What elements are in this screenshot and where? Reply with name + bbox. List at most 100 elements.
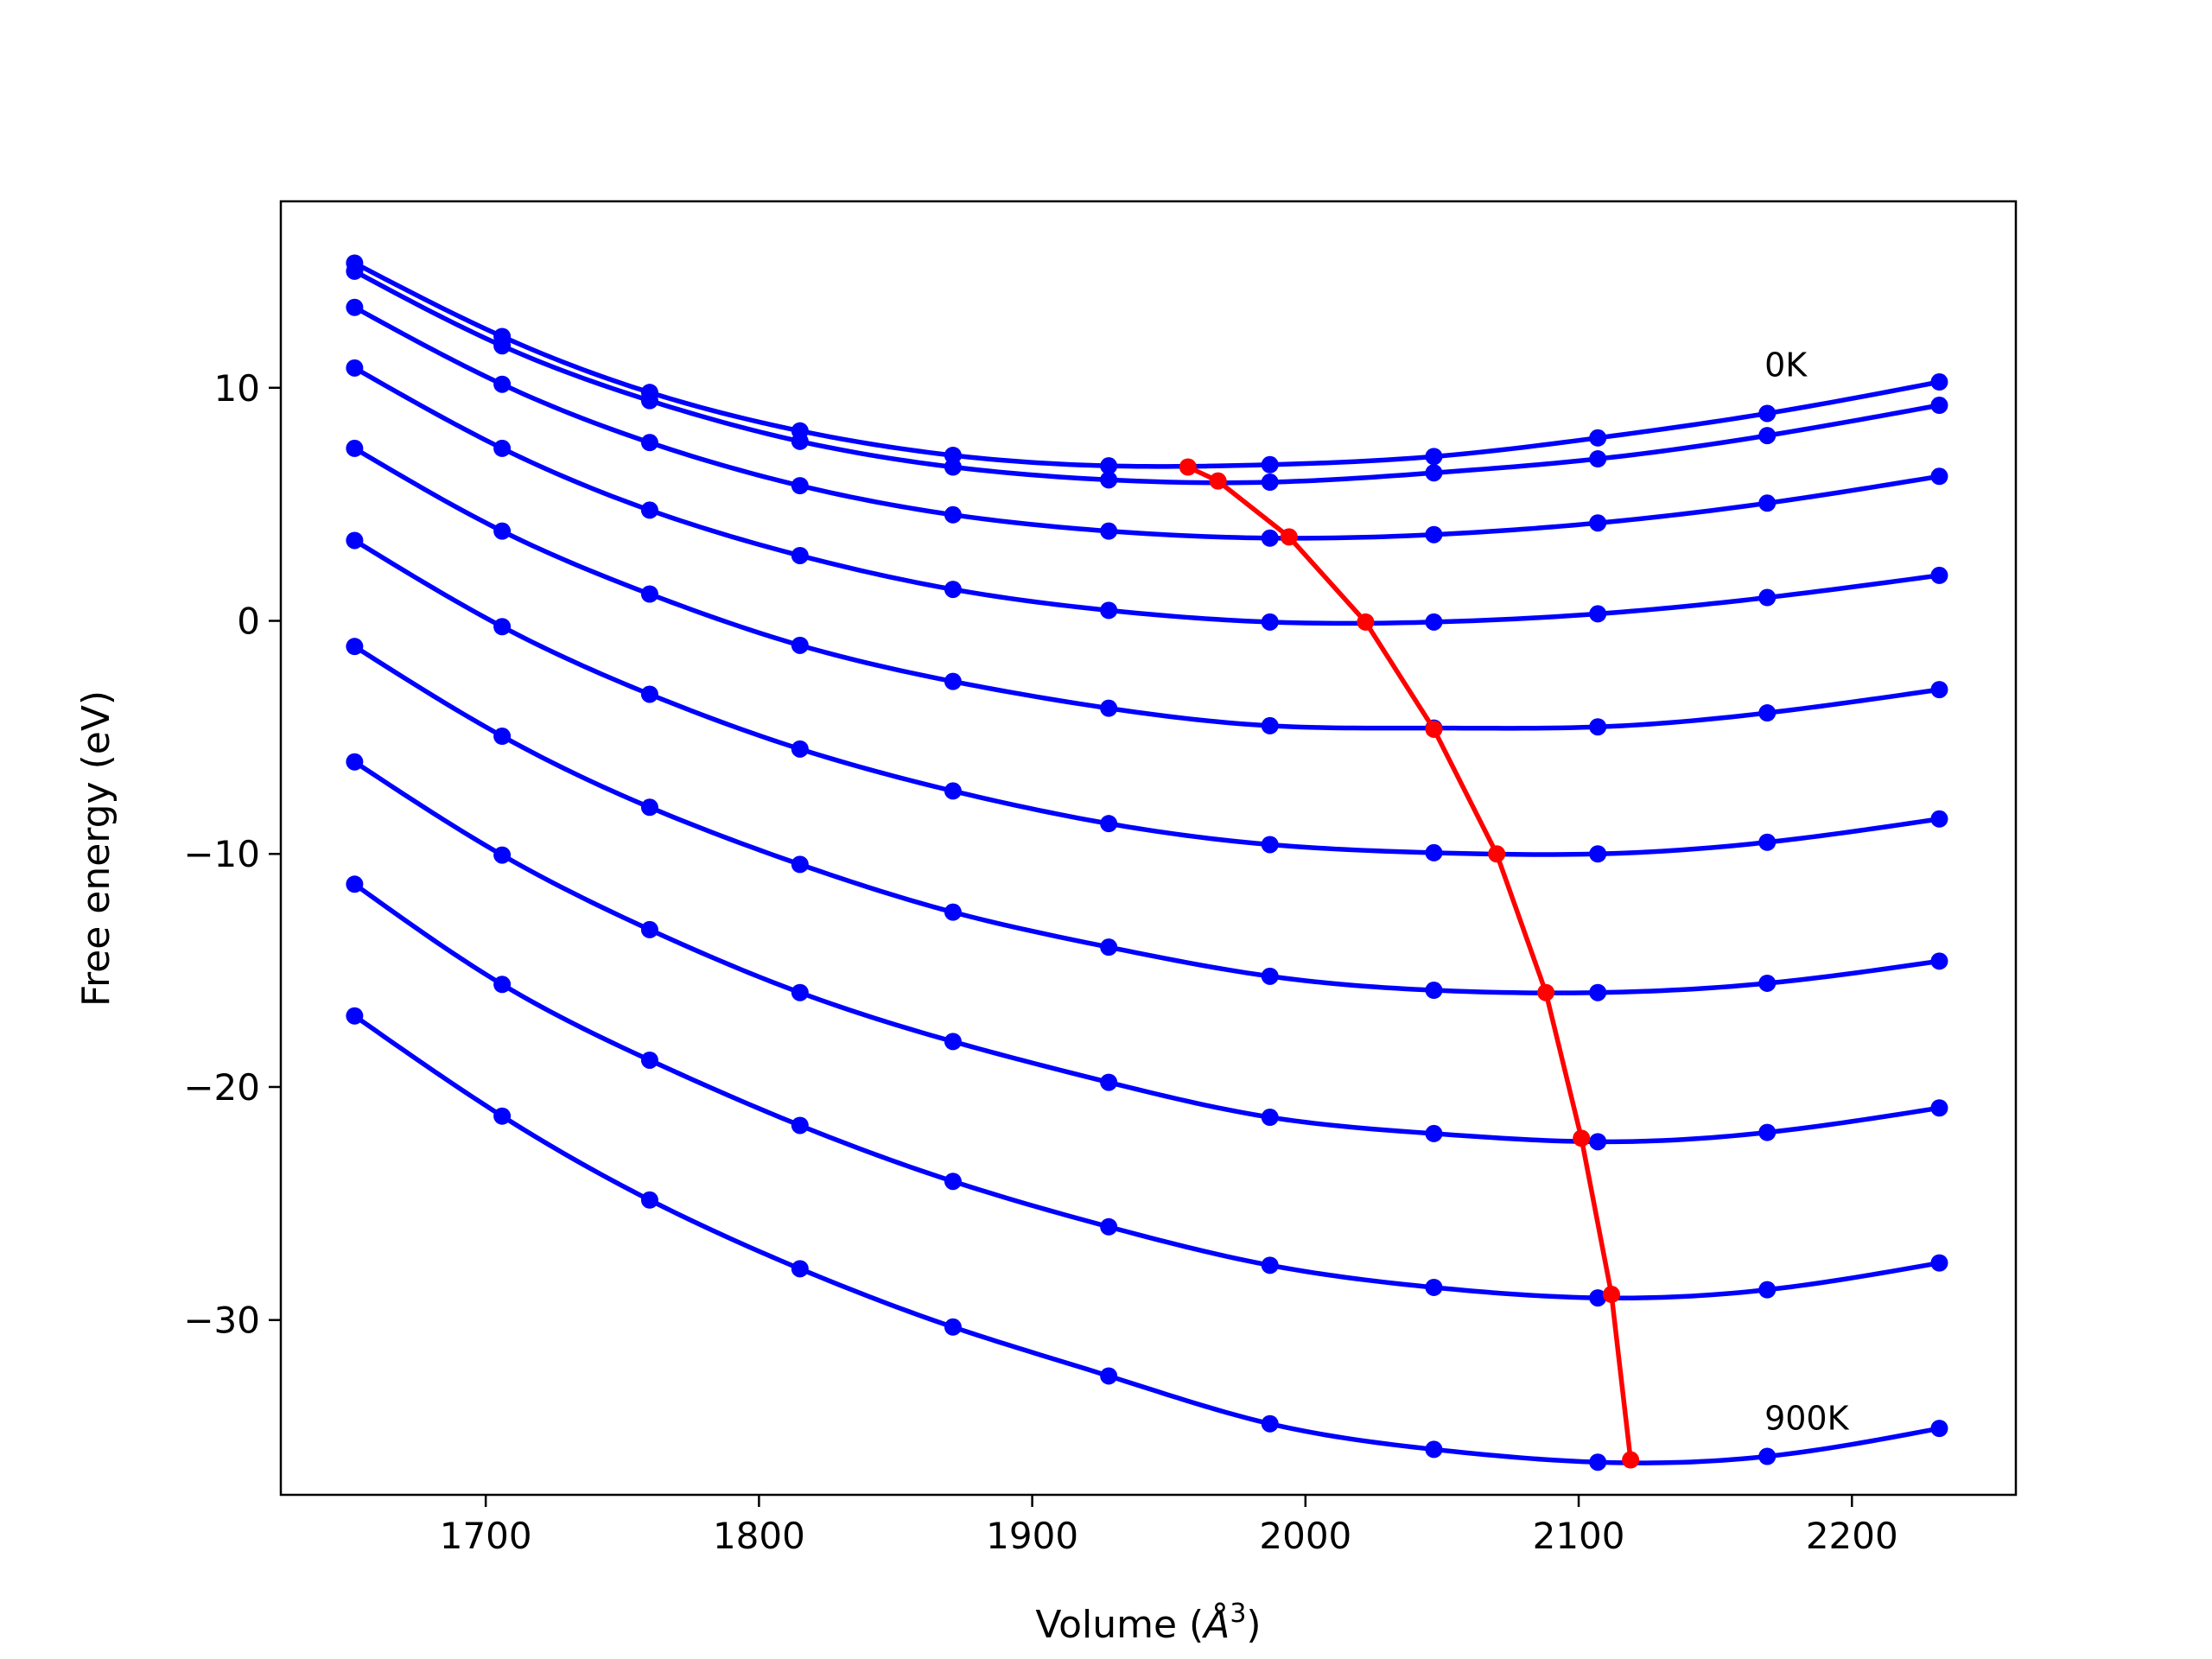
x-axis-label-base: Volume ( <box>1035 1603 1204 1647</box>
x-tick-label-2100: 2100 <box>1533 1515 1625 1557</box>
series-9-point-7 <box>1261 1256 1279 1274</box>
series-7-point-6 <box>1100 938 1118 957</box>
curves-layer <box>353 261 1940 1465</box>
series-9-point-6 <box>1100 1217 1118 1236</box>
minima-layer <box>1179 458 1640 1469</box>
minima-point-3 <box>1280 528 1298 546</box>
series-4-point-10 <box>1758 588 1777 607</box>
series-10-point-8 <box>1425 1440 1443 1459</box>
series-2-point-2 <box>493 337 512 355</box>
series-7-point-11 <box>1930 952 1948 970</box>
x-axis-label-exponent: 3 <box>1230 1599 1246 1629</box>
series-6-point-5 <box>944 782 962 800</box>
y-tick-label--20: −20 <box>183 1066 260 1109</box>
series-4-point-6 <box>1100 601 1118 620</box>
series-4-point-9 <box>1589 605 1607 623</box>
series-8-point-1 <box>346 753 364 771</box>
minima-point-5 <box>1425 720 1443 738</box>
series-6-point-10 <box>1758 833 1777 851</box>
series-6-point-2 <box>493 618 512 636</box>
series-8-point-2 <box>493 846 512 864</box>
series-2-point-6 <box>1100 471 1118 489</box>
series-4-point-3 <box>640 501 658 519</box>
series-6-point-4 <box>791 740 809 758</box>
series-9-point-8 <box>1425 1278 1443 1296</box>
y-tick-label--30: −30 <box>183 1300 260 1342</box>
x-tick-label-1700: 1700 <box>440 1515 532 1557</box>
series-line-5 <box>353 446 1940 731</box>
series-2-point-9 <box>1589 450 1607 468</box>
series-3-point-10 <box>1758 494 1777 512</box>
series-7-point-1 <box>346 638 364 656</box>
series-4-point-2 <box>493 439 512 457</box>
series-10-point-5 <box>944 1318 962 1336</box>
series-10-point-2 <box>493 1107 512 1125</box>
series-line-4 <box>353 365 1940 626</box>
x-axis-label: Volume (Å3) <box>1035 1599 1261 1647</box>
x-tick-label-1800: 1800 <box>713 1515 805 1557</box>
series-6-point-11 <box>1930 810 1948 828</box>
series-6-point-1 <box>346 531 364 550</box>
series-10-point-10 <box>1758 1447 1777 1465</box>
series-7-point-2 <box>493 728 512 746</box>
series-2-point-11 <box>1930 397 1948 415</box>
series-9-point-9 <box>1589 1289 1607 1307</box>
series-10-point-9 <box>1589 1453 1607 1471</box>
series-5-point-11 <box>1930 681 1948 699</box>
minima-point-1 <box>1179 458 1197 476</box>
series-4-point-11 <box>1930 566 1948 584</box>
plot-frame <box>279 200 2018 1497</box>
series-2-point-3 <box>640 391 658 410</box>
series-8-point-8 <box>1425 1124 1443 1142</box>
series-line-9 <box>353 882 1940 1301</box>
series-3-point-7 <box>1261 529 1279 547</box>
series-10-point-1 <box>346 1007 364 1025</box>
series-line-1 <box>353 261 1940 469</box>
series-8-point-11 <box>1930 1099 1948 1117</box>
series-5-point-6 <box>1100 699 1118 717</box>
minima-point-2 <box>1209 472 1227 490</box>
series-5-point-4 <box>791 636 809 654</box>
series-6-point-8 <box>1425 843 1443 861</box>
y-axis-label: Free energy (eV) <box>74 690 118 1007</box>
series-2-point-10 <box>1758 427 1777 445</box>
series-4-point-8 <box>1425 613 1443 631</box>
series-6-point-3 <box>640 685 658 703</box>
series-2-point-1 <box>346 262 364 280</box>
series-5-point-1 <box>346 439 364 457</box>
minima-point-9 <box>1602 1286 1620 1304</box>
x-axis-label-unit: Å <box>1201 1601 1230 1647</box>
series-1-point-9 <box>1589 429 1607 447</box>
series-5-point-3 <box>640 585 658 603</box>
x-tick-label-1900: 1900 <box>986 1515 1078 1557</box>
series-7-point-3 <box>640 798 658 817</box>
series-8-point-3 <box>640 920 658 938</box>
minima-point-4 <box>1357 613 1375 631</box>
series-4-point-7 <box>1261 613 1279 631</box>
series-8-point-7 <box>1261 1109 1279 1127</box>
series-line-7 <box>353 644 1940 995</box>
series-8-point-10 <box>1758 1123 1777 1141</box>
series-4-point-5 <box>944 581 962 599</box>
series-7-point-7 <box>1261 967 1279 985</box>
series-3-point-6 <box>1100 522 1118 540</box>
y-axis-ticks: 10 0 −10 −20 −30 <box>183 367 281 1342</box>
series-2-point-5 <box>944 458 962 476</box>
series-line-10 <box>353 1014 1940 1465</box>
series-4-point-1 <box>346 359 364 377</box>
minima-point-7 <box>1537 983 1555 1001</box>
annotations-layer: 0K 900K <box>1764 346 1850 1437</box>
series-6-point-6 <box>1100 815 1118 833</box>
series-1-point-7 <box>1261 455 1279 474</box>
series-9-point-4 <box>791 1116 809 1135</box>
series-5-point-9 <box>1589 718 1607 736</box>
series-3-point-1 <box>346 298 364 316</box>
series-5-point-7 <box>1261 716 1279 734</box>
series-6-point-9 <box>1589 845 1607 863</box>
series-line-6 <box>353 538 1940 857</box>
series-3-point-5 <box>944 505 962 524</box>
series-10-point-3 <box>640 1191 658 1209</box>
series-9-point-3 <box>640 1051 658 1069</box>
series-3-point-11 <box>1930 467 1948 486</box>
